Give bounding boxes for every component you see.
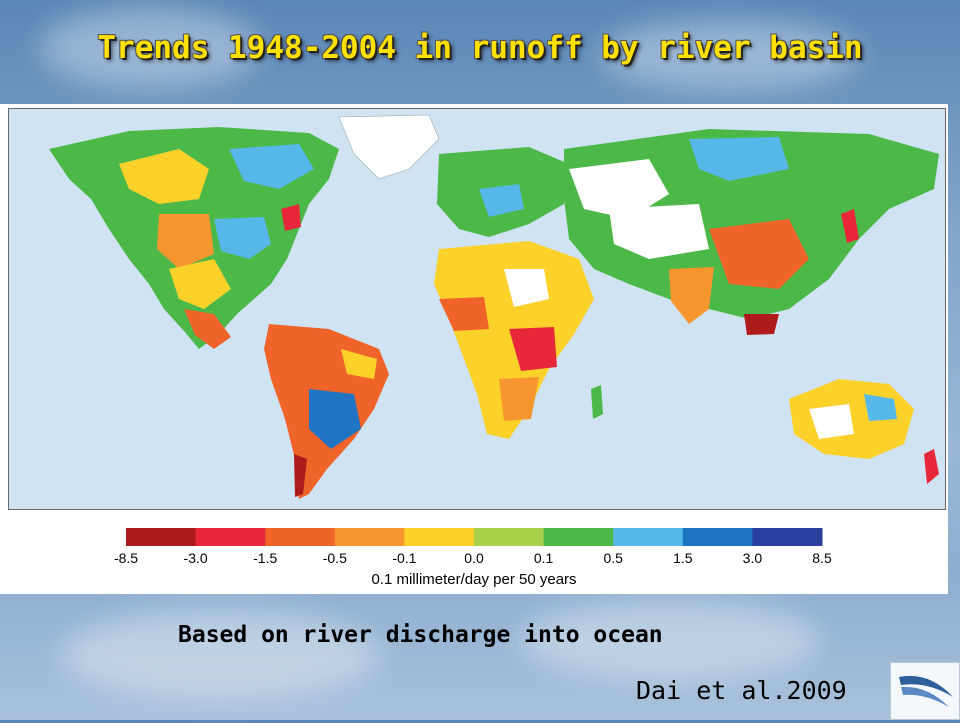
cloud-decoration <box>40 8 260 88</box>
colorbar-swatch <box>404 528 475 546</box>
region-amazon-yellow <box>341 349 377 379</box>
colorbar-tick-labels: -8.5 -3.0 -1.5 -0.5 -0.1 0.0 0.1 0.5 1.5 3.0 8.5 <box>114 550 832 566</box>
world-runoff-map <box>8 108 946 510</box>
region-japan-red <box>841 209 859 243</box>
region-patagonia-red <box>294 454 307 497</box>
region-central-asia-white <box>609 204 709 259</box>
region-us-blue <box>214 217 271 259</box>
colorbar-tick-label: 0.0 <box>464 550 484 566</box>
region-seasia-red <box>744 314 779 335</box>
citation-text: Dai et al.2009 <box>636 676 847 705</box>
landmass-greenland <box>338 114 440 180</box>
region-australia-blue <box>864 394 897 421</box>
region-congo-red <box>509 327 557 371</box>
map-svg <box>49 114 939 499</box>
colorbar-tick-label: 3.0 <box>743 550 763 566</box>
swoosh-logo-icon <box>890 662 960 720</box>
region-us-yellow <box>169 259 231 309</box>
region-australia-white <box>809 404 854 439</box>
colorbar-tick-label: 0.5 <box>603 550 623 566</box>
region-us-red <box>281 204 301 231</box>
colorbar-swatch <box>474 528 545 546</box>
colorbar-tick-label: -3.0 <box>184 550 208 566</box>
region-canada-yellow <box>119 149 209 204</box>
colorbar-swatch <box>752 528 823 546</box>
figure-panel: -8.5 -3.0 -1.5 -0.5 -0.1 0.0 0.1 0.5 1.5 3.0 8.5 0… <box>0 104 948 594</box>
colorbar-tick-label: -1.5 <box>253 550 277 566</box>
region-siberia-blue <box>689 137 789 181</box>
region-india-orange <box>669 267 714 324</box>
landmass-new-zealand <box>924 449 939 484</box>
colorbar-tick-label: -0.1 <box>392 550 416 566</box>
region-southafrica-orange <box>499 377 539 421</box>
cloud-decoration <box>60 610 380 700</box>
colorbar-swatch <box>682 528 753 546</box>
region-china-orange <box>709 219 809 289</box>
colorbar-swatches <box>126 528 823 546</box>
region-europe-blue <box>479 184 524 217</box>
colorbar-swatch <box>613 528 684 546</box>
colorbar-swatch <box>543 528 614 546</box>
colorbar-legend: -8.5 -3.0 -1.5 -0.5 -0.1 0.0 0.1 0.5 1.5 3.0 8.5 0… <box>114 528 832 588</box>
cloud-decoration <box>520 600 820 680</box>
region-us-orange <box>157 214 214 269</box>
colorbar-swatch <box>195 528 266 546</box>
colorbar-tick-label: 1.5 <box>673 550 693 566</box>
region-brazil-blue <box>309 389 361 449</box>
region-westafrica-orange <box>439 297 489 331</box>
region-canada-blue <box>229 144 314 189</box>
region-siberia-white <box>569 159 669 219</box>
colorbar-swatch <box>265 528 336 546</box>
colorbar-tick-label: -0.5 <box>323 550 347 566</box>
colorbar-tick-label: 8.5 <box>812 550 832 566</box>
colorbar-swatch <box>126 528 197 546</box>
colorbar-swatch <box>334 528 405 546</box>
landmass-madagascar <box>591 385 603 419</box>
slide-subtitle: Based on river discharge into ocean <box>178 622 663 648</box>
colorbar-unit-label: 0.1 millimeter/day per 50 years <box>371 571 576 588</box>
slide-title: Trends 1948-2004 in runoff by river basi… <box>97 30 863 66</box>
colorbar-tick-label: -8.5 <box>114 550 138 566</box>
region-sahara-white <box>504 269 549 307</box>
cloud-decoration <box>600 20 860 90</box>
region-mexico-orange <box>184 309 231 349</box>
colorbar-tick-label: 0.1 <box>534 550 554 566</box>
